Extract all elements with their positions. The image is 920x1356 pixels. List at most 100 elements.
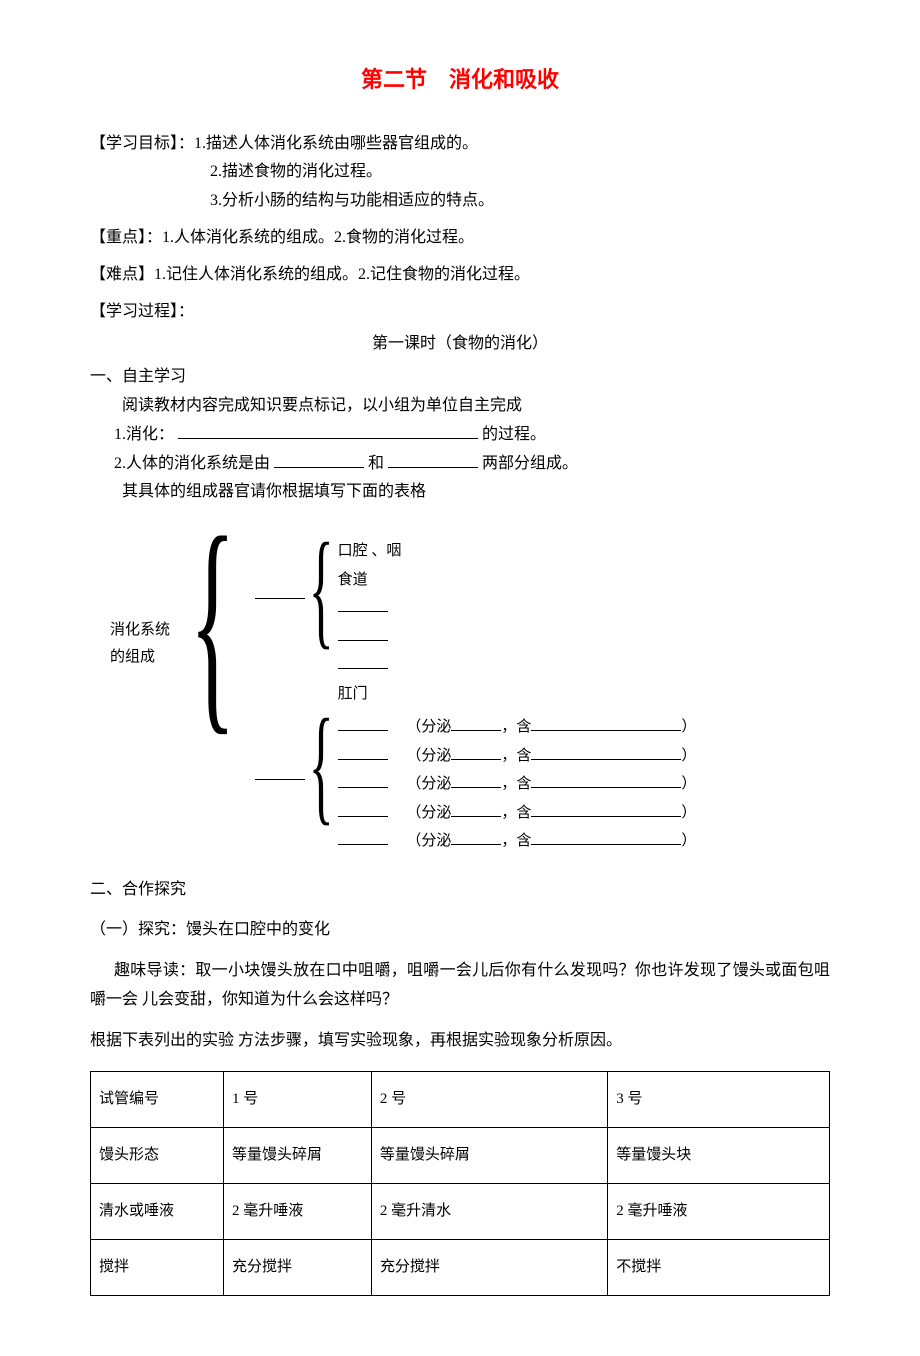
cell-2-3: 2 毫升唾液 (608, 1183, 830, 1239)
blank-sec-3a[interactable] (451, 772, 501, 788)
secretion-row-5: （分泌 ，含 ） (338, 827, 697, 856)
cell-0-0: 试管编号 (91, 1071, 224, 1127)
blank-sec-2b[interactable] (531, 744, 681, 760)
secretion-row-3: （分泌，含） (338, 770, 697, 799)
experiment-table: 试管编号 1 号 2 号 3 号 馒头形态 等量馒头碎屑 等量馒头碎屑 等量馒头… (90, 1071, 830, 1296)
keypoints-line: 【重点】：1.人体消化系统的组成。2.食物的消化过程。 (90, 224, 830, 253)
blank-lower-branch[interactable] (255, 764, 305, 780)
blank-gland-5[interactable] (338, 829, 388, 845)
cell-1-3: 等量馒头块 (608, 1127, 830, 1183)
tree-upper-1: 口腔 、咽 (338, 537, 402, 566)
blank-part1[interactable] (274, 451, 364, 468)
sec-prefix-3: （分泌 (406, 776, 451, 792)
cell-3-0: 搅拌 (91, 1239, 224, 1295)
blank-part2[interactable] (388, 451, 478, 468)
sec-suffix-2: ） (681, 748, 696, 764)
root-label-1: 消化系统 (110, 617, 170, 644)
objective-1: 1.描述人体消化系统由哪些器官组成的。 (194, 135, 478, 152)
secretion-row-1: （分泌 ，含 ） (338, 713, 697, 742)
sec-suffix-5: ） (681, 833, 696, 849)
table-row: 馒头形态 等量馒头碎屑 等量馒头碎屑 等量馒头块 (91, 1127, 830, 1183)
interest-reading: 趣味导读：取一小块馒头放在口中咀嚼，咀嚼一会儿后你有什么发现吗？你也许发现了馒头… (90, 957, 830, 1015)
item2-prefix: 2.人体的消化系统是由 (114, 455, 270, 472)
cell-1-2: 等量馒头碎屑 (371, 1127, 607, 1183)
blank-gland-2[interactable] (338, 744, 388, 760)
table-instruction: 根据下表列出的实验 方法步骤，填写实验现象，再根据实验现象分析原因。 (90, 1027, 830, 1056)
fill-item-1: 1.消化： 的过程。 (90, 421, 830, 450)
tree-diagram: 消化系统 的组成 { { 口腔 、咽 食道 肛门 { (90, 517, 830, 856)
brace-upper: { (309, 537, 334, 641)
section1-instruction: 阅读教材内容完成知识要点标记，以小组为单位自主完成 (90, 392, 830, 421)
table-row: 清水或唾液 2 毫升唾液 2 毫升清水 2 毫升唾液 (91, 1183, 830, 1239)
item1-prefix: 1.消化： (114, 426, 174, 443)
brace-lower: { (309, 713, 334, 817)
sub1-title: （一）探究：馒头在口腔中的变化 (90, 916, 830, 945)
blank-upper-5[interactable] (338, 653, 388, 669)
sec-suffix-3: ） (681, 776, 696, 792)
blank-sec-1a[interactable] (451, 715, 501, 731)
cell-2-1: 2 毫升唾液 (224, 1183, 372, 1239)
blank-sec-5b[interactable] (531, 829, 681, 845)
cell-3-1: 充分搅拌 (224, 1239, 372, 1295)
cell-3-3: 不搅拌 (608, 1239, 830, 1295)
lesson-title: 第一课时（食物的消化） (90, 330, 830, 359)
blank-digestion-def[interactable] (178, 422, 478, 439)
table-row: 试管编号 1 号 2 号 3 号 (91, 1071, 830, 1127)
difficulties-text: 1.记住人体消化系统的组成。2.记住食物的消化过程。 (154, 266, 530, 283)
sec-suffix-1: ） (681, 719, 696, 735)
item2-mid: 和 (368, 455, 384, 472)
objectives-block: 【学习目标】：1.描述人体消化系统由哪些器官组成的。 (90, 130, 830, 159)
sec-mid-4: ，含 (501, 805, 531, 821)
cell-2-2: 2 毫升清水 (371, 1183, 607, 1239)
blank-sec-3b[interactable] (531, 772, 681, 788)
sec-prefix-4: （分泌 (406, 805, 451, 821)
sec-mid-1: ，含 (501, 719, 531, 735)
blank-gland-1[interactable] (338, 715, 388, 731)
section1-title: 一、自主学习 (90, 363, 830, 392)
blank-sec-2a[interactable] (451, 744, 501, 760)
brace-main: { (190, 507, 236, 735)
keypoints-text: 1.人体消化系统的组成。2.食物的消化过程。 (162, 229, 474, 246)
blank-upper-3[interactable] (338, 596, 388, 612)
blank-sec-1b[interactable] (531, 715, 681, 731)
cell-0-3: 3 号 (608, 1071, 830, 1127)
sec-mid-2: ，含 (501, 748, 531, 764)
blank-sec-4a[interactable] (451, 801, 501, 817)
tree-root-label: 消化系统 的组成 (90, 517, 170, 671)
difficulties-line: 【难点】1.记住人体消化系统的组成。2.记住食物的消化过程。 (90, 261, 830, 290)
sec-mid-5: ，含 (501, 833, 531, 849)
secretion-row-4: （分泌 ，含 ） (338, 799, 697, 828)
blank-sec-4b[interactable] (531, 801, 681, 817)
process-header: 【学习过程】： (90, 298, 830, 327)
cell-0-1: 1 号 (224, 1071, 372, 1127)
fill-item-2: 2.人体的消化系统是由 和 两部分组成。 (90, 450, 830, 479)
sec-prefix-5: （分泌 (406, 833, 451, 849)
blank-upper-4[interactable] (338, 625, 388, 641)
item1-suffix: 的过程。 (482, 426, 546, 443)
objective-2: 2.描述食物的消化过程。 (90, 158, 830, 187)
sec-suffix-4: ） (681, 805, 696, 821)
blank-gland-4[interactable] (338, 801, 388, 817)
cell-0-2: 2 号 (371, 1071, 607, 1127)
cell-1-1: 等量馒头碎屑 (224, 1127, 372, 1183)
difficulties-header: 【难点】 (90, 266, 154, 283)
tree-upper-6: 肛门 (338, 680, 402, 709)
secretion-row-2: （分泌 ，含 ） (338, 742, 697, 771)
keypoints-header: 【重点】： (90, 229, 162, 246)
objectives-header: 【学习目标】： (90, 135, 194, 152)
blank-upper-branch[interactable] (255, 583, 305, 599)
item2-suffix: 两部分组成。 (482, 455, 578, 472)
blank-gland-3[interactable] (338, 772, 388, 788)
sec-prefix-1: （分泌 (406, 719, 451, 735)
tree-upper-2: 食道 (338, 566, 402, 595)
sec-prefix-2: （分泌 (406, 748, 451, 764)
cell-3-2: 充分搅拌 (371, 1239, 607, 1295)
section2-title: 二、合作探究 (90, 876, 830, 905)
blank-sec-5a[interactable] (451, 829, 501, 845)
table-row: 搅拌 充分搅拌 充分搅拌 不搅拌 (91, 1239, 830, 1295)
cell-2-0: 清水或唾液 (91, 1183, 224, 1239)
cell-1-0: 馒头形态 (91, 1127, 224, 1183)
root-label-2: 的组成 (110, 644, 170, 671)
objective-3: 3.分析小肠的结构与功能相适应的特点。 (90, 187, 830, 216)
page-title: 第二节 消化和吸收 (90, 60, 830, 100)
